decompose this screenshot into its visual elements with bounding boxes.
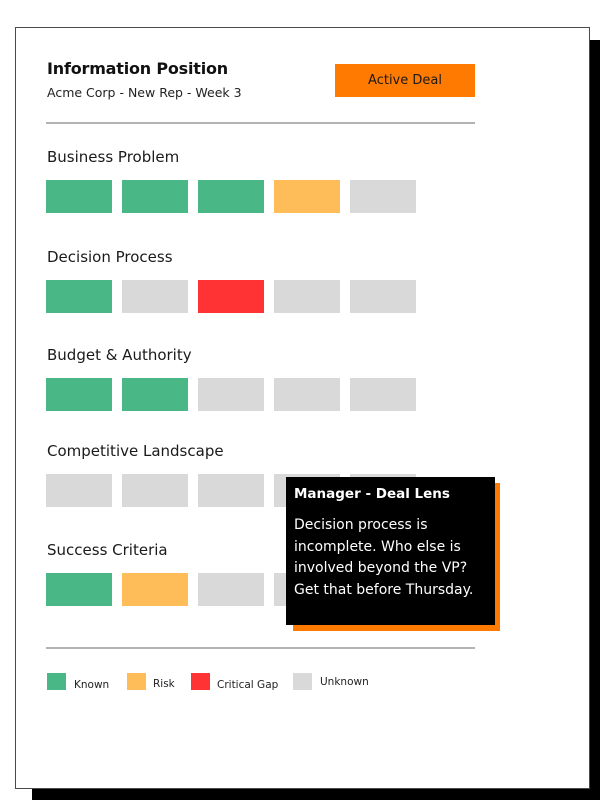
- status-bar-unknown[interactable]: [198, 573, 264, 606]
- status-bar-known[interactable]: [122, 378, 188, 411]
- information-position-card: Information Position Acme Corp - New Rep…: [15, 27, 590, 789]
- category-label: Budget & Authority: [47, 346, 192, 364]
- legend-swatch: [47, 673, 66, 690]
- page-subtitle: Acme Corp - New Rep - Week 3: [47, 85, 242, 100]
- status-bar-unknown[interactable]: [350, 378, 416, 411]
- legend-swatch: [293, 673, 312, 690]
- status-bar-unknown[interactable]: [122, 474, 188, 507]
- tooltip-body: Decision process is incomplete. Who else…: [294, 517, 474, 598]
- status-bar-known[interactable]: [122, 180, 188, 213]
- status-bar-unknown[interactable]: [274, 280, 340, 313]
- category-label: Decision Process: [47, 248, 173, 266]
- status-bar-known[interactable]: [46, 378, 112, 411]
- page-title: Information Position: [47, 59, 228, 78]
- category-label: Business Problem: [47, 148, 180, 166]
- legend-label: Unknown: [320, 676, 369, 688]
- status-bar-known[interactable]: [46, 280, 112, 313]
- legend-label: Known: [74, 679, 110, 691]
- status-bar-critical-gap[interactable]: [198, 280, 264, 313]
- category-label: Success Criteria: [47, 541, 168, 559]
- category-label: Competitive Landscape: [47, 442, 224, 460]
- status-bar-known[interactable]: [46, 573, 112, 606]
- manager-deal-lens-tooltip: Manager - Deal Lens Decision process is …: [286, 477, 495, 625]
- status-bar-risk[interactable]: [274, 180, 340, 213]
- status-bar-unknown[interactable]: [46, 474, 112, 507]
- legend-divider: [46, 647, 475, 649]
- status-bar-unknown[interactable]: [122, 280, 188, 313]
- legend-swatch: [191, 673, 210, 690]
- status-bar-known[interactable]: [46, 180, 112, 213]
- status-bar-unknown[interactable]: [350, 180, 416, 213]
- status-bar-unknown[interactable]: [198, 474, 264, 507]
- legend-swatch: [127, 673, 146, 690]
- legend-label: Critical Gap: [217, 679, 279, 691]
- status-bar-unknown[interactable]: [274, 378, 340, 411]
- status-bar-unknown[interactable]: [198, 378, 264, 411]
- tooltip-title: Manager - Deal Lens: [294, 486, 450, 502]
- status-bar-unknown[interactable]: [350, 280, 416, 313]
- legend-label: Risk: [153, 678, 175, 690]
- status-bar-risk[interactable]: [122, 573, 188, 606]
- status-bar-known[interactable]: [198, 180, 264, 213]
- legend: Known Risk Critical Gap Unknown: [47, 673, 587, 697]
- header-divider: [46, 122, 475, 124]
- active-deal-badge[interactable]: Active Deal: [335, 64, 475, 97]
